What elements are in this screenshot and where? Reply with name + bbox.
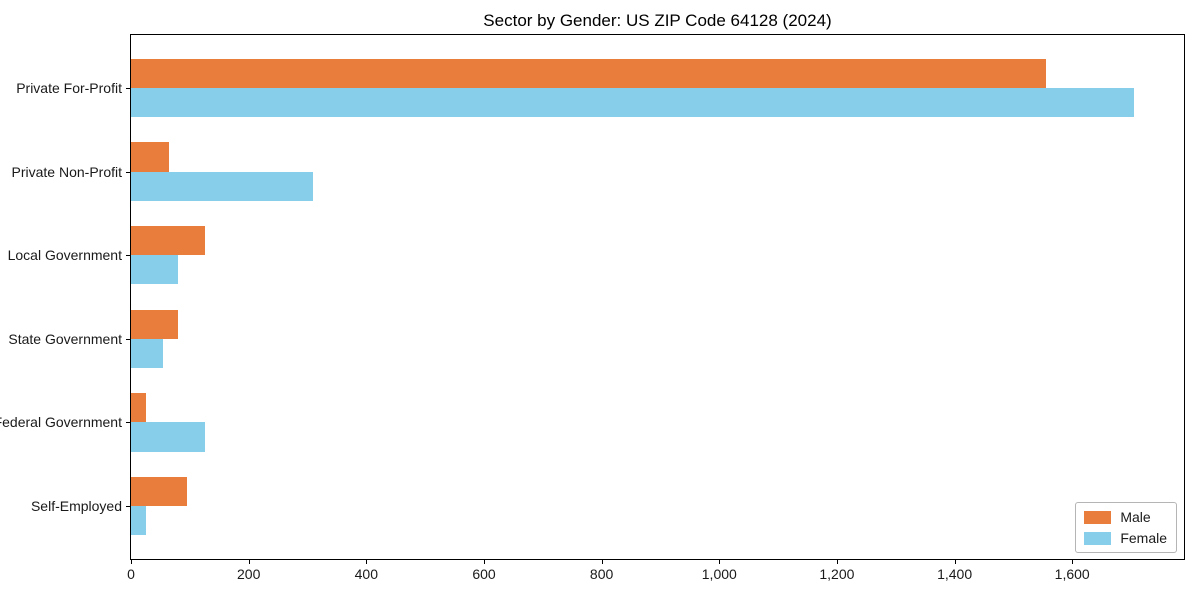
bar-male-private-non-profit xyxy=(131,142,170,172)
x-tick-1400 xyxy=(954,559,956,564)
x-tick-1200 xyxy=(836,559,838,564)
y-tick-private-for-profit xyxy=(126,88,131,90)
legend-item-male: Male xyxy=(1084,509,1167,525)
y-tick-state-government xyxy=(126,338,131,340)
x-tick-label-1600: 1,600 xyxy=(1054,566,1090,582)
plot-area: Male Female Private For-Profit Private No… xyxy=(0,34,1185,582)
x-tick-label-800: 800 xyxy=(589,566,614,582)
legend-swatch-male xyxy=(1084,510,1112,524)
x-tick-label-200: 200 xyxy=(237,566,261,582)
bar-female-private-for-profit xyxy=(131,88,1134,118)
legend-swatch-female xyxy=(1084,531,1112,545)
bar-female-local-government xyxy=(131,255,179,285)
y-category-label-private-for-profit: Private For-Profit xyxy=(16,80,122,97)
y-tick-local-government xyxy=(126,255,131,257)
bar-male-state-government xyxy=(131,309,179,339)
x-tick-1000 xyxy=(719,559,721,564)
x-tick-800 xyxy=(601,559,603,564)
x-tick-label-1200: 1,200 xyxy=(819,566,855,582)
x-tick-0 xyxy=(131,559,132,564)
chart-title: Sector by Gender: US ZIP Code 64128 (202… xyxy=(483,11,832,30)
x-tick-label-1400: 1,400 xyxy=(937,566,973,582)
bar-male-private-for-profit xyxy=(131,58,1046,89)
x-tick-400 xyxy=(366,559,368,564)
bar-male-local-government xyxy=(131,226,205,256)
y-tick-private-non-profit xyxy=(126,171,131,173)
x-tick-label-0: 0 xyxy=(127,566,135,582)
x-tick-label-400: 400 xyxy=(354,566,378,582)
legend-item-female: Female xyxy=(1084,530,1167,546)
y-tick-self-employed xyxy=(126,505,131,507)
y-tick-federal-government xyxy=(126,422,131,424)
bar-female-private-non-profit xyxy=(131,171,314,201)
x-tick-600 xyxy=(484,559,485,564)
x-tick-label-600: 600 xyxy=(472,566,496,582)
y-category-label-self-employed: Self-Employed xyxy=(30,497,122,514)
legend: Male Female xyxy=(1075,502,1177,553)
bar-female-self-employed xyxy=(131,505,146,536)
x-tick-1600 xyxy=(1072,559,1074,564)
y-category-label-state-government: State Government xyxy=(8,330,122,347)
y-category-label-local-government: Local Government xyxy=(7,247,122,264)
legend-label-male: Male xyxy=(1120,509,1151,525)
y-category-label-private-non-profit: Private Non-Profit xyxy=(11,163,122,180)
x-tick-200 xyxy=(248,559,250,564)
bar-female-federal-government xyxy=(131,422,205,452)
bar-male-self-employed xyxy=(131,476,187,506)
bar-male-federal-government xyxy=(131,393,146,423)
bar-female-state-government xyxy=(131,338,164,369)
y-category-label-federal-government: Federal Government xyxy=(0,414,122,431)
x-tick-label-1000: 1,000 xyxy=(701,566,737,582)
legend-label-female: Female xyxy=(1120,530,1167,546)
